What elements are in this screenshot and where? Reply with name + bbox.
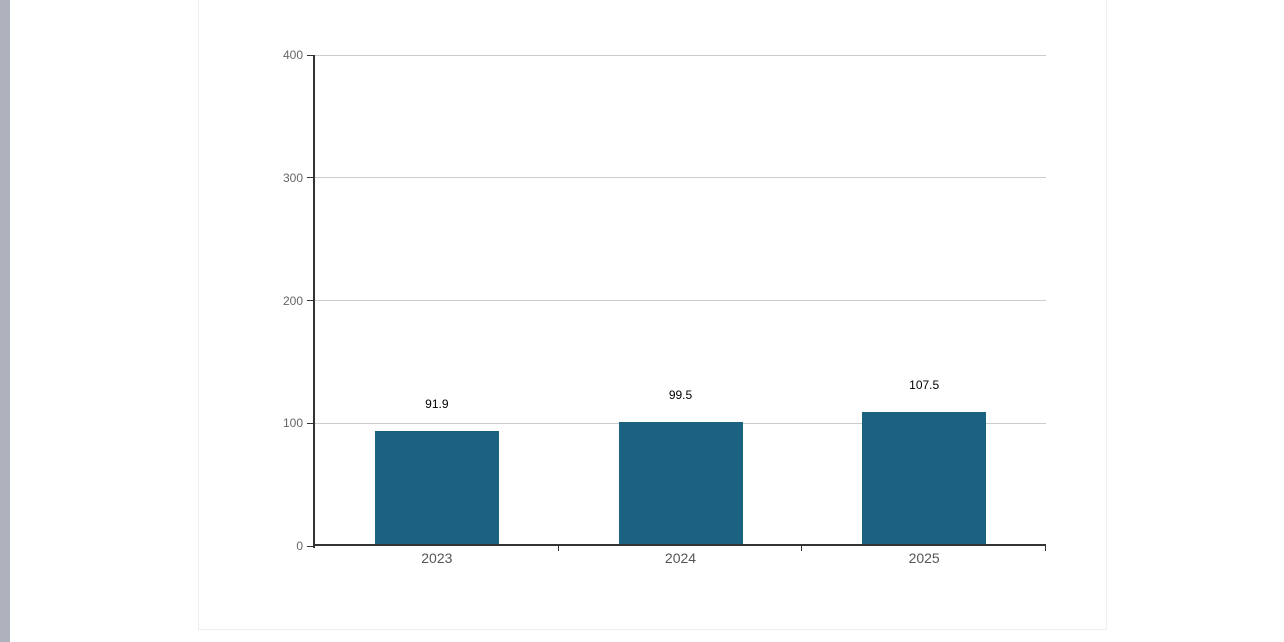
x-tick-mark xyxy=(1045,546,1046,551)
bar-value-label: 107.5 xyxy=(909,378,940,393)
bar xyxy=(618,421,743,544)
x-tick-mark xyxy=(801,546,803,551)
y-tick-mark xyxy=(307,422,314,424)
gridline xyxy=(315,300,1046,301)
y-tick-label: 400 xyxy=(282,48,303,62)
bar xyxy=(374,431,499,544)
left-edge-strip xyxy=(0,0,10,642)
bar-chart: 0 100 200 300 400 91.9 2023 99.5 2024 107.5 2025 xyxy=(283,48,1046,566)
y-tick-label: 100 xyxy=(282,416,303,431)
gridline xyxy=(315,54,1046,56)
gridline xyxy=(315,177,1046,179)
bar xyxy=(862,412,987,544)
y-tick-mark xyxy=(307,545,314,547)
y-tick-label: 300 xyxy=(282,170,303,185)
bar-value-label: 99.5 xyxy=(668,387,693,402)
x-axis xyxy=(313,544,1046,546)
y-tick-mark xyxy=(307,177,314,179)
y-axis xyxy=(313,55,315,548)
y-tick-label: 0 xyxy=(296,539,303,553)
y-tick-mark xyxy=(307,54,314,56)
x-tick-mark xyxy=(557,546,559,551)
x-tick-label: 2023 xyxy=(421,550,453,566)
x-tick-label: 2024 xyxy=(664,550,697,566)
y-tick-mark xyxy=(307,300,314,301)
x-tick-label: 2025 xyxy=(908,550,940,566)
bar-value-label: 91.9 xyxy=(425,397,449,412)
y-tick-label: 200 xyxy=(282,293,303,308)
